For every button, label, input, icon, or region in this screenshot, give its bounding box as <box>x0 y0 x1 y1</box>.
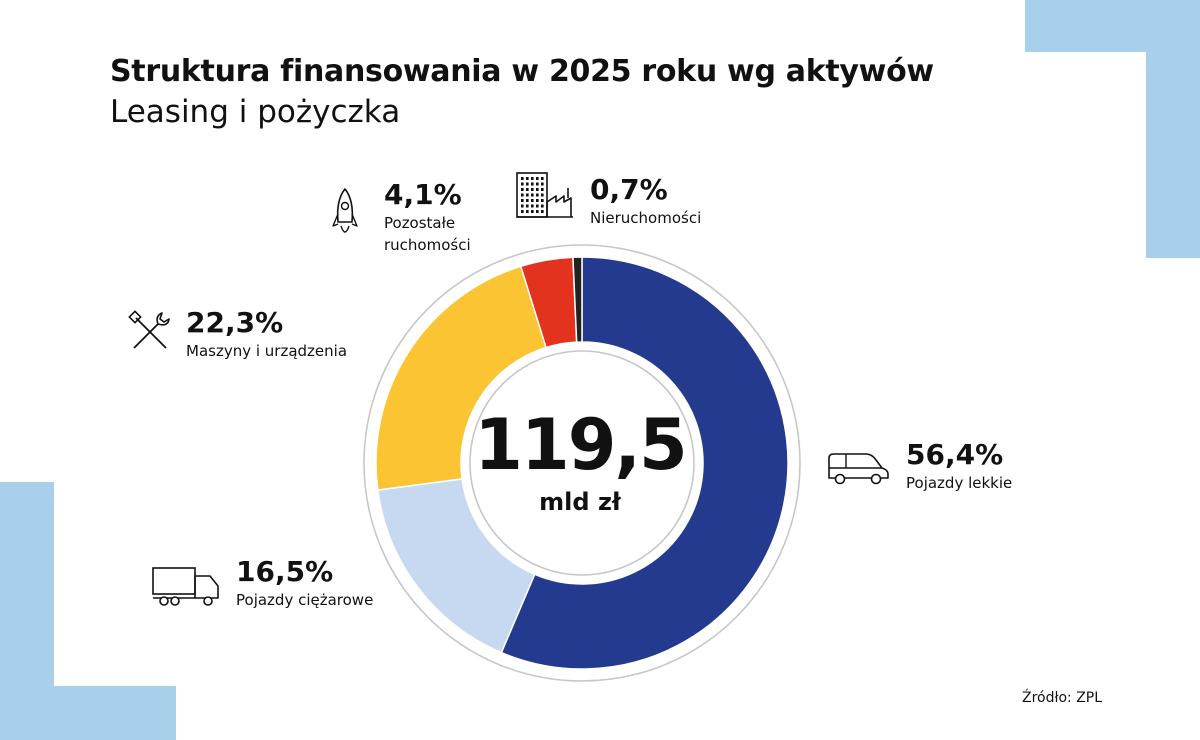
corner-decoration <box>0 686 176 740</box>
label-pojazdy-ciezarowe: 16,5% Pojazdy ciężarowe <box>236 558 373 612</box>
label-value: 16,5% <box>236 555 334 588</box>
label-value: 22,3% <box>186 306 284 339</box>
label-value: 4,1% <box>384 178 462 211</box>
label-value: 56,4% <box>906 438 1004 471</box>
total-unit: mld zł <box>539 488 621 516</box>
label-pojazdy-lekkie: 56,4% Pojazdy lekkie <box>906 441 1012 495</box>
inner-ring <box>469 350 695 576</box>
car-icon <box>828 453 889 485</box>
label-name: Pojazdy ciężarowe <box>236 591 374 609</box>
label-name: Pozostałe ruchomości <box>384 214 471 254</box>
label-value: 0,7% <box>590 173 668 206</box>
label-name: Maszyny i urządzenia <box>186 342 348 360</box>
rocket-icon <box>332 188 358 233</box>
outer-ring <box>363 244 801 682</box>
label-name: Nieruchomości <box>590 209 702 227</box>
label-maszyny: 22,3% Maszyny i urządzenia <box>186 309 347 363</box>
chart-title: Struktura finansowania w 2025 roku wg ak… <box>110 54 934 89</box>
buildings-icon <box>516 172 573 218</box>
label-pozostale: 4,1% Pozostałe ruchomości <box>384 181 494 257</box>
total-value: 119,5 <box>474 404 687 486</box>
label-name: Pojazdy lekkie <box>906 474 1013 492</box>
truck-icon <box>152 567 219 606</box>
tools-icon <box>128 310 170 349</box>
donut-hole <box>461 342 703 584</box>
label-nieruchomosci: 0,7% Nieruchomości <box>590 176 701 230</box>
chart-subtitle: Leasing i pożyczka <box>110 94 401 130</box>
source-note: Źródło: ZPL <box>1022 690 1103 706</box>
corner-decoration <box>1146 0 1200 258</box>
